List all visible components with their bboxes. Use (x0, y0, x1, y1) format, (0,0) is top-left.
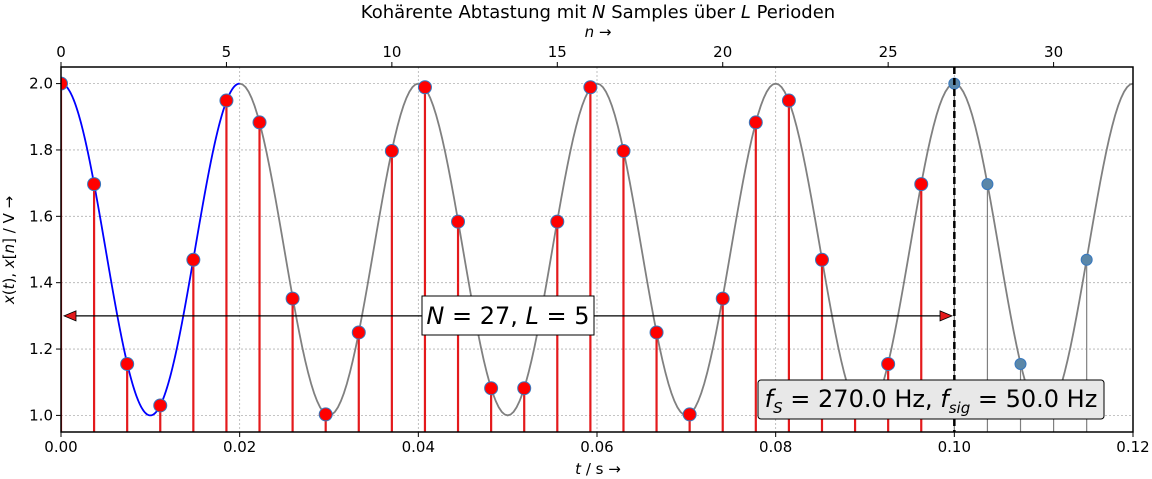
sample-point-22 (781, 93, 796, 108)
sample-point-10 (384, 143, 399, 158)
signal-first-period-line (61, 82, 240, 417)
sample-point-28 (981, 178, 994, 191)
sample-point-11 (417, 80, 432, 95)
top-tick-label-4: 20 (713, 43, 732, 61)
annotation-frequencies-text: fS = 270.0 Hz, fsig = 50.0 Hz (765, 385, 1098, 417)
sample-point-5 (219, 93, 234, 108)
sample-point-17 (616, 143, 631, 158)
plot-area (61, 76, 1133, 432)
sample-point-16 (583, 80, 598, 95)
span-arrow-left-head (62, 310, 77, 322)
sample-point-1 (87, 177, 102, 192)
top-tick-label-2: 10 (382, 43, 401, 61)
x-tick-label-3: 0.06 (580, 438, 613, 456)
y-axis-label: x(t), x[n] / V → (0, 196, 18, 305)
y-tick-label-3: 1.6 (29, 207, 53, 225)
x-tick-label-0: 0.00 (44, 438, 77, 456)
y-tick-label-0: 1.0 (29, 406, 53, 424)
x-tick-label-6: 0.12 (1116, 438, 1149, 456)
sample-point-31 (1080, 253, 1093, 266)
top-tick-label-1: 5 (222, 43, 232, 61)
sample-point-25 (881, 356, 896, 371)
plot-frame (60, 66, 1134, 433)
axis-ticks: 0.00 0.02 0.04 0.06 0.08 0.10 0.12 1.0 1.2 1.4 1.6… (29, 43, 1150, 456)
sample-point-20 (715, 291, 730, 306)
top-tick-label-3: 15 (548, 43, 567, 61)
top-tick-label-0: 0 (56, 43, 66, 61)
sample-point-23 (814, 252, 829, 267)
annotation-frequencies-box (757, 379, 1105, 420)
chart-title: Kohärente Abtastung mit N Samples über L… (361, 2, 835, 23)
sample-point-14 (517, 381, 532, 396)
y-tick-label-1: 1.2 (29, 340, 53, 358)
sample-point-6 (252, 115, 267, 130)
x-axis-label: t / s → (575, 460, 621, 478)
span-arrow-right-head (939, 310, 954, 322)
sample-point-0 (61, 76, 68, 91)
sample-point-18 (649, 325, 664, 340)
sample-point-12 (451, 214, 466, 229)
annotation-n-l-text: N = 27, L = 5 (426, 302, 589, 330)
y-tick-label-5: 2.0 (29, 75, 53, 93)
sample-point-4 (186, 252, 201, 267)
sample-point-7 (285, 291, 300, 306)
grid (60, 67, 1134, 432)
top-tick-label-6: 30 (1044, 43, 1063, 61)
sample-point-26 (914, 177, 929, 192)
y-tick-label-2: 1.4 (29, 274, 53, 292)
sample-point-3 (153, 398, 168, 413)
x-tick-label-4: 0.08 (759, 438, 792, 456)
y-tick-label-4: 1.8 (29, 141, 53, 159)
sample-point-9 (351, 325, 366, 340)
x-tick-label-1: 0.02 (223, 438, 256, 456)
sample-point-2 (120, 356, 135, 371)
signal-continuation-line (239, 82, 1133, 417)
sample-point-29 (1014, 357, 1027, 370)
sample-point-15 (550, 214, 565, 229)
annotation-frequencies: fS = 270.0 Hz, fsig = 50.0 Hz (757, 379, 1105, 420)
sample-point-13 (484, 381, 499, 396)
top-x-axis-label: n → (585, 23, 612, 41)
sample-point-21 (748, 115, 763, 130)
x-tick-label-5: 0.10 (938, 438, 971, 456)
x-tick-label-2: 0.04 (402, 438, 435, 456)
sample-point-8 (318, 407, 333, 422)
sample-point-19 (682, 407, 697, 422)
annotation-n-l: N = 27, L = 5 (421, 295, 595, 336)
top-tick-label-5: 25 (879, 43, 898, 61)
annotation-n-l-box (421, 295, 595, 336)
